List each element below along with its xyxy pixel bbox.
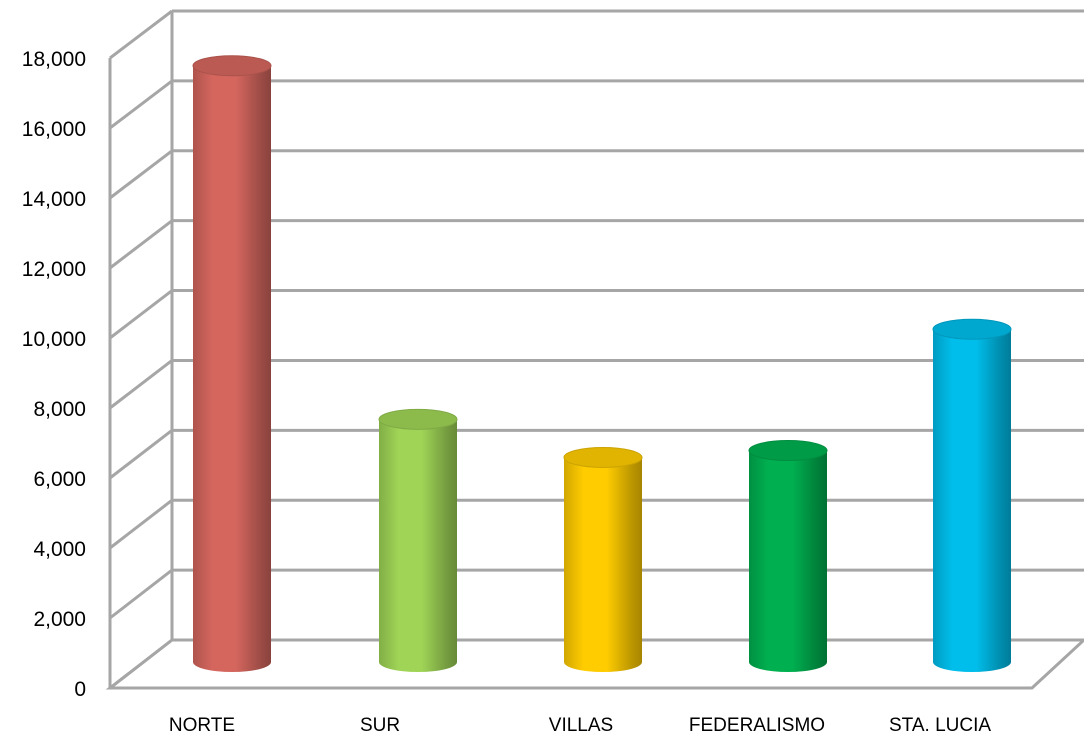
gridline-side [109, 429, 173, 480]
y-tick-label: 6,000 [33, 468, 86, 491]
y-tick-label: 14,000 [22, 188, 86, 211]
x-category-label: NORTE [169, 715, 235, 736]
x-category-label: STA. LUCIA [889, 715, 991, 736]
bar-top-cap [563, 446, 643, 468]
y-tick-label: 18,000 [22, 48, 86, 71]
x-category-label: SUR [360, 715, 400, 736]
y-tick-label: 4,000 [33, 538, 86, 561]
y-tick-label: 8,000 [33, 398, 86, 421]
gridline-side [109, 9, 173, 60]
bar-top-cap [932, 318, 1012, 340]
bar-federalismo [749, 450, 827, 672]
bar-sta-lucia [933, 329, 1011, 672]
bar-villas [564, 457, 642, 672]
bar-top-cap [192, 55, 272, 77]
gridline-side [109, 219, 173, 270]
gridline-side [109, 79, 173, 130]
gridline-side [109, 289, 173, 340]
gridline-side [109, 359, 173, 410]
y-tick-label: 10,000 [22, 328, 86, 351]
y-tick-label: 2,000 [33, 608, 86, 631]
y-tick-label: 16,000 [22, 118, 86, 141]
y-tick-label: 0 [74, 678, 86, 701]
bar-top-cap [748, 440, 828, 462]
x-axis: NORTE SUR VILLAS FEDERALISMO STA. LUCIA [169, 715, 991, 736]
bar-norte [193, 65, 271, 672]
bar-sur [379, 419, 457, 672]
gridline-side [109, 638, 173, 690]
y-tick-label: 12,000 [22, 258, 86, 281]
gridline-side [109, 149, 173, 200]
y-axis: 0 2,000 4,000 6,000 8,000 10,000 12,000 14,000 1… [22, 48, 86, 701]
bars [192, 55, 1012, 672]
bar-top-cap [378, 408, 458, 430]
gridline-side [109, 499, 173, 550]
x-category-label: FEDERALISMO [689, 715, 825, 736]
gridline-side [109, 568, 173, 620]
x-category-label: VILLAS [549, 715, 613, 736]
